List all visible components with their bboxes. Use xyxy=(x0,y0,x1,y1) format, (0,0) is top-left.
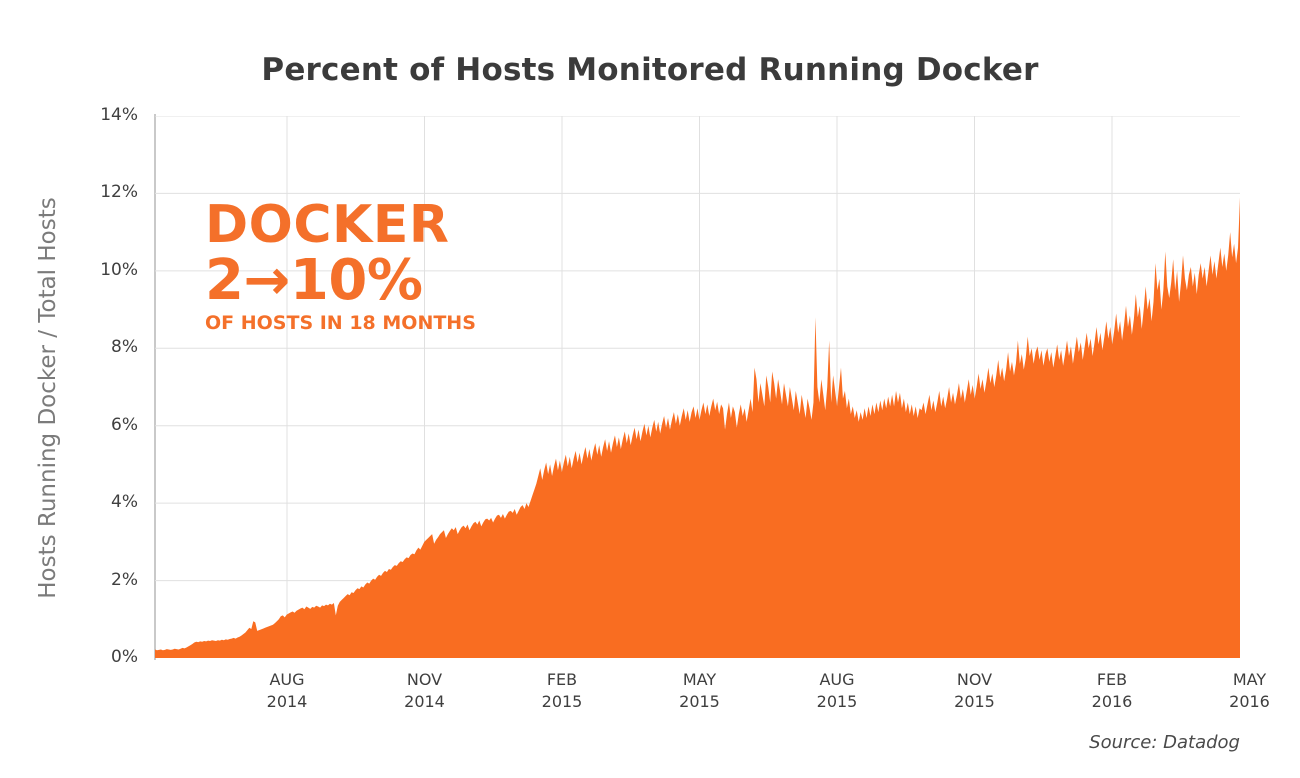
x-tick-month: NOV xyxy=(956,670,993,689)
annotation-callout: DOCKER 2→10% OF HOSTS IN 18 MONTHS xyxy=(205,198,476,336)
annotation-subtext: OF HOSTS IN 18 MONTHS xyxy=(205,312,476,334)
y-axis-spine xyxy=(154,114,156,660)
x-tick-month: FEB xyxy=(546,670,578,689)
x-tick-year: 2015 xyxy=(541,692,583,711)
y-tick-label: 8% xyxy=(111,337,138,358)
docker-percent-area-series xyxy=(155,197,1240,658)
y-tick-label: 10% xyxy=(100,259,138,280)
area-chart-svg xyxy=(155,116,1240,658)
x-tick-year: 2016 xyxy=(1091,692,1133,711)
page-title: Percent of Hosts Monitored Running Docke… xyxy=(261,52,1039,88)
x-tick-label: AUG 2015 xyxy=(767,669,907,713)
x-tick-label: MAY 2016 xyxy=(1180,669,1300,713)
x-tick-year: 2015 xyxy=(816,692,858,711)
y-tick-label: 4% xyxy=(111,492,138,513)
y-tick-label: 14% xyxy=(100,105,138,125)
annotation-headline: DOCKER xyxy=(205,195,450,255)
y-tick-label: 6% xyxy=(111,414,138,435)
x-tick-label: FEB 2015 xyxy=(492,669,632,713)
annotation-figure: 2→10% xyxy=(205,248,423,313)
x-tick-month: NOV xyxy=(406,670,443,689)
x-tick-label: AUG 2014 xyxy=(217,669,357,713)
y-tick-label: 2% xyxy=(111,569,138,590)
x-tick-month: MAY xyxy=(1232,670,1267,689)
x-tick-month: AUG xyxy=(269,670,305,689)
x-tick-year: 2014 xyxy=(266,692,308,711)
x-tick-month: AUG xyxy=(819,670,855,689)
x-tick-year: 2015 xyxy=(954,692,995,711)
plot-area xyxy=(155,116,1240,658)
x-tick-month: FEB xyxy=(1096,670,1128,689)
x-tick-label: NOV 2014 xyxy=(355,669,495,713)
x-tick-label: NOV 2015 xyxy=(905,669,1045,713)
x-tick-year: 2014 xyxy=(404,692,445,711)
x-tick-month: MAY xyxy=(682,670,717,689)
x-tick-label: MAY 2015 xyxy=(630,669,770,713)
y-tick-label: 12% xyxy=(100,182,138,203)
x-tick-year: 2016 xyxy=(1229,692,1270,711)
x-tick-label: FEB 2016 xyxy=(1042,669,1182,713)
y-tick-label: 0% xyxy=(111,647,138,667)
x-tick-year: 2015 xyxy=(679,692,720,711)
source-note: Source: Datadog xyxy=(1089,732,1240,753)
